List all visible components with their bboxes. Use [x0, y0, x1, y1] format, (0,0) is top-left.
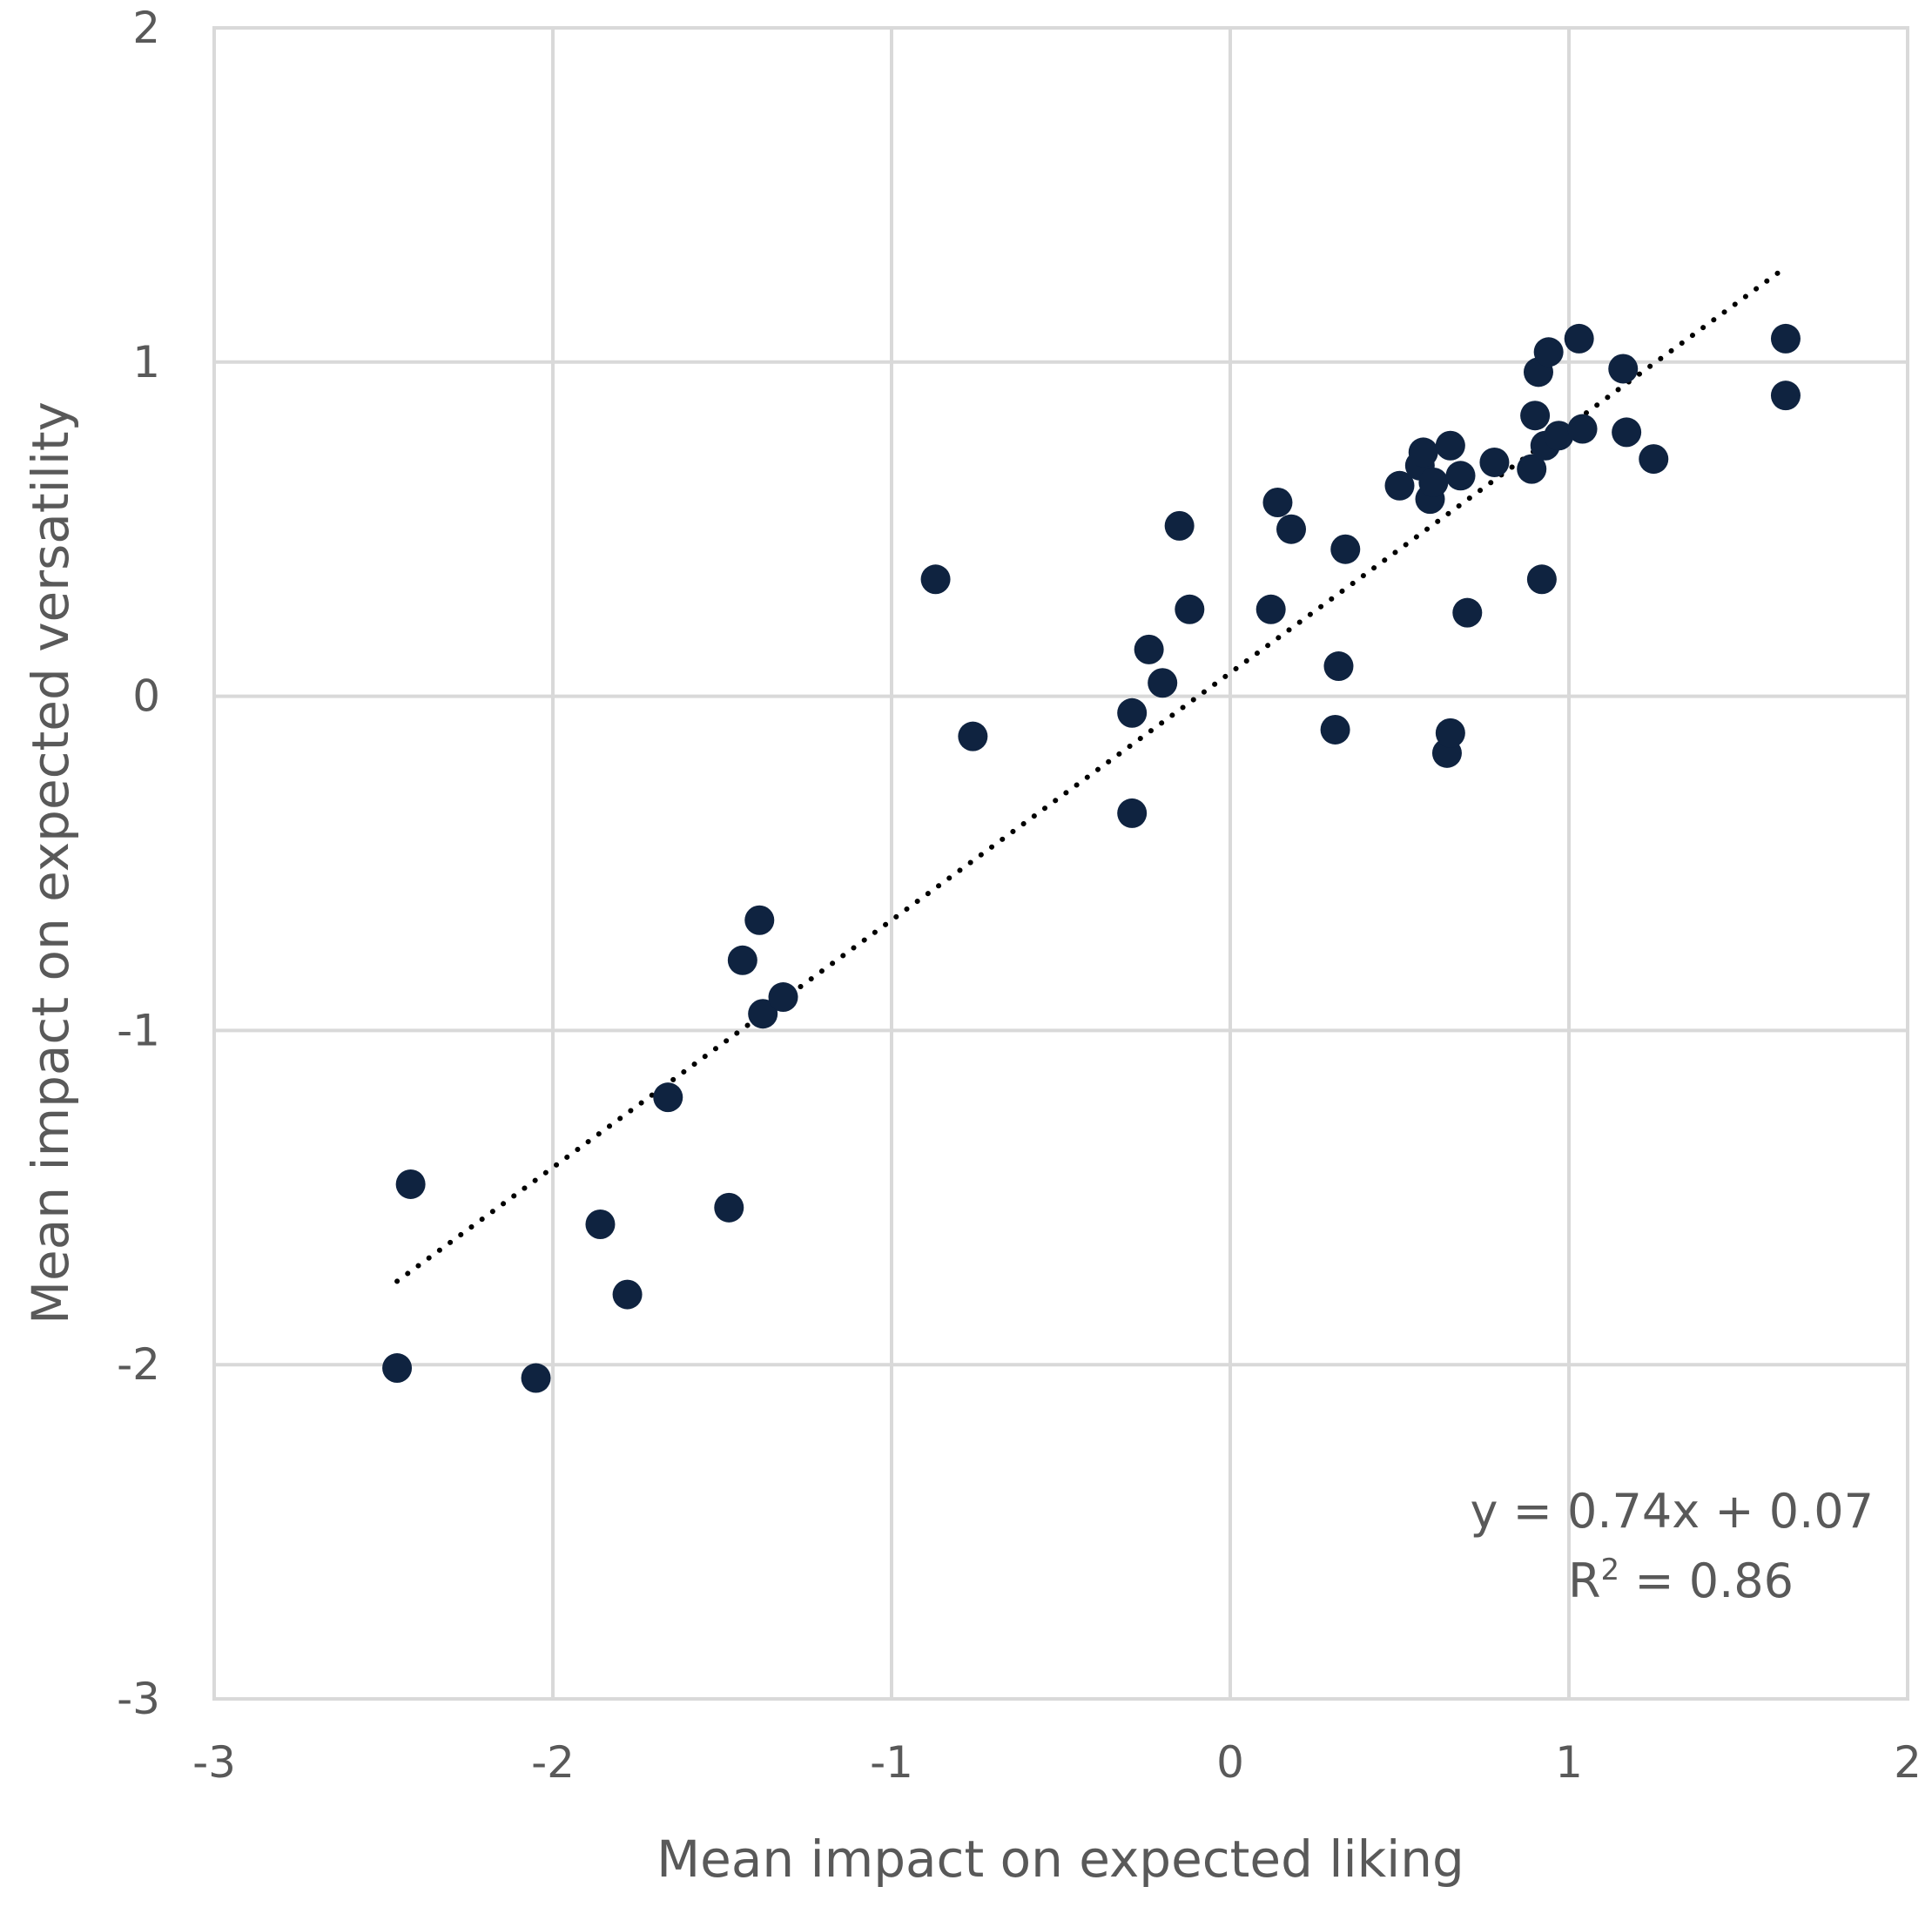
data-point-39	[1526, 564, 1557, 595]
data-point-22	[1320, 714, 1350, 745]
x-tick-label: 1	[1555, 1737, 1583, 1788]
data-point-11	[920, 564, 951, 595]
data-point-18	[1175, 594, 1205, 624]
data-point-35	[1479, 447, 1510, 477]
data-point-14	[1117, 798, 1148, 828]
data-points	[382, 323, 1801, 1393]
data-point-41	[1533, 337, 1564, 367]
data-point-42	[1544, 421, 1574, 451]
r-squared-label: R2 = 0.86	[1568, 1553, 1794, 1608]
plot-frame	[212, 26, 1909, 1701]
data-point-16	[1148, 668, 1178, 698]
data-point-5	[653, 1082, 683, 1113]
y-tick-label: -3	[117, 1674, 160, 1724]
data-point-8	[744, 905, 775, 935]
data-point-1	[395, 1169, 426, 1199]
data-point-43	[1564, 323, 1594, 354]
data-point-10	[768, 982, 798, 1013]
y-tick-label: 0	[132, 671, 160, 722]
data-point-37	[1520, 401, 1551, 431]
x-tick-labels: -3 -2 -1 0 1 2	[192, 1737, 1922, 1788]
data-point-23	[1323, 651, 1354, 682]
data-point-36	[1517, 454, 1547, 484]
data-point-33	[1445, 461, 1476, 491]
data-point-32	[1435, 430, 1465, 461]
data-point-9	[748, 999, 778, 1029]
x-tick-label: 0	[1216, 1737, 1244, 1788]
y-axis-title: Mean impact on expected versatility	[21, 401, 80, 1324]
data-point-2	[521, 1363, 551, 1393]
data-point-3	[585, 1210, 616, 1240]
data-point-12	[958, 721, 988, 751]
x-axis-title: Mean impact on expected liking	[656, 1830, 1464, 1889]
x-tick-label: -1	[870, 1737, 913, 1788]
r-squared-superscript: 2	[1601, 1553, 1620, 1587]
r-squared-prefix: R	[1568, 1553, 1601, 1608]
data-point-0	[382, 1353, 413, 1384]
data-point-27	[1408, 437, 1438, 468]
data-point-24	[1330, 534, 1361, 564]
x-tick-label: -3	[192, 1737, 236, 1788]
y-tick-label: 2	[132, 3, 160, 53]
grid	[212, 26, 1909, 1701]
data-point-49	[1770, 381, 1801, 411]
data-point-45	[1608, 354, 1639, 384]
data-point-4	[612, 1279, 643, 1310]
x-tick-label: 2	[1894, 1737, 1922, 1788]
data-point-25	[1384, 470, 1415, 501]
data-point-21	[1276, 514, 1307, 544]
data-point-13	[1117, 697, 1148, 728]
y-tick-labels: -3 -2 -1 0 1 2	[117, 3, 160, 1724]
data-point-17	[1164, 510, 1195, 541]
data-point-34	[1452, 597, 1483, 628]
r-squared-value: = 0.86	[1619, 1553, 1794, 1608]
data-point-20	[1262, 487, 1293, 517]
data-point-31	[1435, 718, 1465, 748]
data-point-29	[1418, 467, 1449, 497]
data-point-47	[1639, 444, 1669, 475]
y-tick-label: -1	[117, 1005, 160, 1055]
trendline-equation: y = 0.74x + 0.07	[1470, 1484, 1874, 1539]
x-tick-label: -2	[531, 1737, 575, 1788]
data-point-19	[1255, 594, 1286, 624]
data-point-6	[714, 1192, 744, 1223]
data-point-7	[727, 945, 757, 975]
data-point-44	[1567, 414, 1598, 444]
data-point-48	[1770, 323, 1801, 354]
y-tick-label: 1	[132, 337, 160, 387]
data-point-46	[1612, 417, 1642, 448]
data-point-15	[1134, 634, 1164, 664]
y-tick-label: -2	[117, 1339, 160, 1390]
